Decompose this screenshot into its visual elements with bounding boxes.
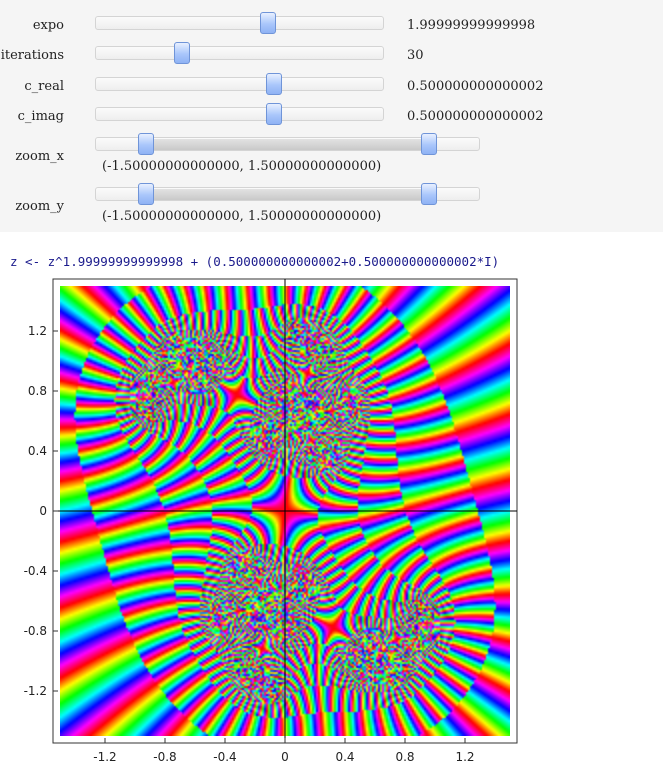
x-tick-label: -1.2 bbox=[93, 750, 116, 764]
slider-track-iterations[interactable] bbox=[95, 42, 384, 64]
x-tick-label: 1.2 bbox=[455, 750, 474, 764]
y-tick-label: 0.4 bbox=[28, 444, 47, 458]
x-tick-label: 0 bbox=[281, 750, 289, 764]
range-label-zoom-x: zoom_x bbox=[15, 149, 64, 164]
y-tick-label: 1.2 bbox=[28, 324, 47, 338]
range-handle-low-zoom-x[interactable] bbox=[137, 133, 154, 155]
x-tick-label: -0.4 bbox=[213, 750, 236, 764]
slider-value-c-imag: 0.500000000000002 bbox=[407, 109, 544, 124]
slider-track-c-real[interactable] bbox=[95, 73, 384, 95]
range-track-zoom-y[interactable] bbox=[95, 183, 480, 205]
y-tick-label: -1.2 bbox=[24, 684, 47, 698]
interact-controls: expo 1.99999999999998 iterations 30 c_re… bbox=[0, 0, 663, 232]
slider-handle-c-imag[interactable] bbox=[265, 103, 282, 125]
slider-value-iterations: 30 bbox=[407, 48, 424, 63]
x-tick-label: 0.8 bbox=[395, 750, 414, 764]
slider-value-expo: 1.99999999999998 bbox=[407, 18, 536, 33]
x-ticks: -1.2 -0.8 -0.4 0 0.4 0.8 1.2 bbox=[93, 738, 475, 764]
y-tick-label: -0.8 bbox=[24, 624, 47, 638]
range-track-zoom-x[interactable] bbox=[95, 133, 480, 155]
range-value-zoom-y: (-1.50000000000000, 1.50000000000000) bbox=[102, 209, 382, 224]
slider-handle-c-real[interactable] bbox=[265, 73, 282, 95]
slider-value-c-real: 0.500000000000002 bbox=[407, 79, 544, 94]
slider-label-c-real: c_real bbox=[24, 79, 64, 94]
x-tick-label: -0.8 bbox=[153, 750, 176, 764]
y-tick-label: 0.8 bbox=[28, 384, 47, 398]
y-ticks: 1.2 0.8 0.4 0 -0.4 -0.8 -1.2 bbox=[24, 324, 58, 698]
slider-label-iterations: iterations bbox=[0, 48, 64, 63]
range-fill-zoom-x bbox=[145, 139, 430, 150]
complex-plot: -1.2 -0.8 -0.4 0 0.4 0.8 1.2 1.2 0.8 0.4 0 -0.4 -0.… bbox=[24, 278, 518, 764]
slider-handle-expo[interactable] bbox=[260, 12, 277, 34]
range-fill-zoom-y bbox=[145, 189, 430, 200]
range-handle-high-zoom-x[interactable] bbox=[421, 133, 438, 155]
y-tick-label: -0.4 bbox=[24, 564, 47, 578]
slider-track-expo[interactable] bbox=[95, 12, 384, 34]
range-handle-high-zoom-y[interactable] bbox=[421, 183, 438, 205]
slider-track-c-imag[interactable] bbox=[95, 103, 384, 125]
slider-label-expo: expo bbox=[32, 18, 64, 33]
y-tick-label: 0 bbox=[39, 504, 47, 518]
range-handle-low-zoom-y[interactable] bbox=[137, 183, 154, 205]
slider-label-c-imag: c_imag bbox=[17, 109, 64, 124]
slider-handle-iterations[interactable] bbox=[174, 42, 191, 64]
formula-text: z <- z^1.99999999999998 + (0.50000000000… bbox=[10, 254, 500, 269]
range-value-zoom-x: (-1.50000000000000, 1.50000000000000) bbox=[102, 159, 382, 174]
range-label-zoom-y: zoom_y bbox=[15, 199, 64, 214]
x-tick-label: 0.4 bbox=[335, 750, 354, 764]
